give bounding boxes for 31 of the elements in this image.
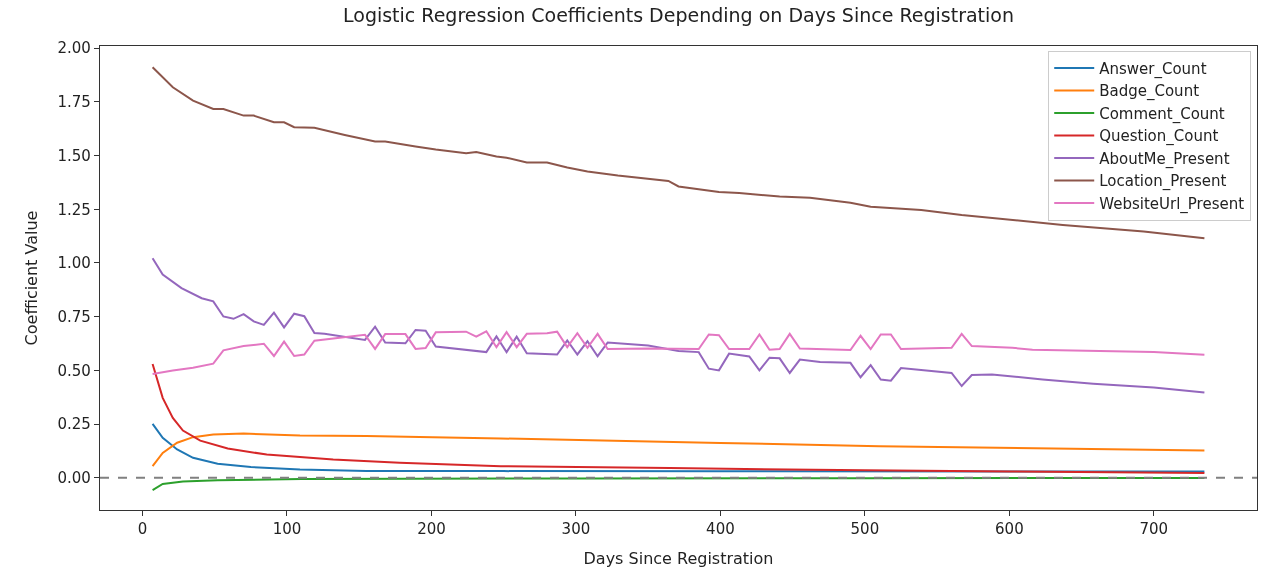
chart-title: Logistic Regression Coefficients Depending on Days Since Registration [343,3,1014,26]
legend-label: Location_Present [1099,172,1227,192]
x-tick-label: 300 [561,520,591,539]
y-tick-label: 1.00 [57,254,91,273]
x-axis-title: Days Since Registration [583,548,774,568]
legend-label: Question_Count [1099,127,1219,147]
y-tick-label: 0.50 [57,361,91,380]
x-tick-label: 500 [850,520,880,539]
line-series [151,432,1206,468]
y-tick-label: 1.75 [57,93,91,112]
line-series [151,257,1206,394]
legend-label: Answer_Count [1099,59,1207,79]
legend-label: Badge_Count [1099,82,1200,102]
legend-label: WebsiteUrl_Present [1099,194,1245,214]
x-tick-label: 600 [995,520,1024,539]
y-tick-label: 0.25 [57,415,91,434]
x-tick-label: 0 [137,520,148,539]
y-tick-label: 1.50 [57,146,91,165]
x-tick-label: 400 [706,520,735,539]
line-series [151,362,1206,475]
x-tick-label: 700 [1139,520,1169,539]
x-tick-label: 100 [272,520,302,539]
x-tick-label: 200 [417,520,446,539]
y-axis-title: Coefficient Value [22,210,42,346]
y-tick-label: 2.00 [57,39,91,58]
y-tick-label: 0.75 [57,307,91,326]
line-series [151,330,1206,376]
legend-label: AboutMe_Present [1099,149,1230,169]
legend-label: Comment_Count [1099,104,1225,124]
y-tick-label: 1.25 [57,200,91,219]
y-tick-label: 0.00 [57,469,91,488]
